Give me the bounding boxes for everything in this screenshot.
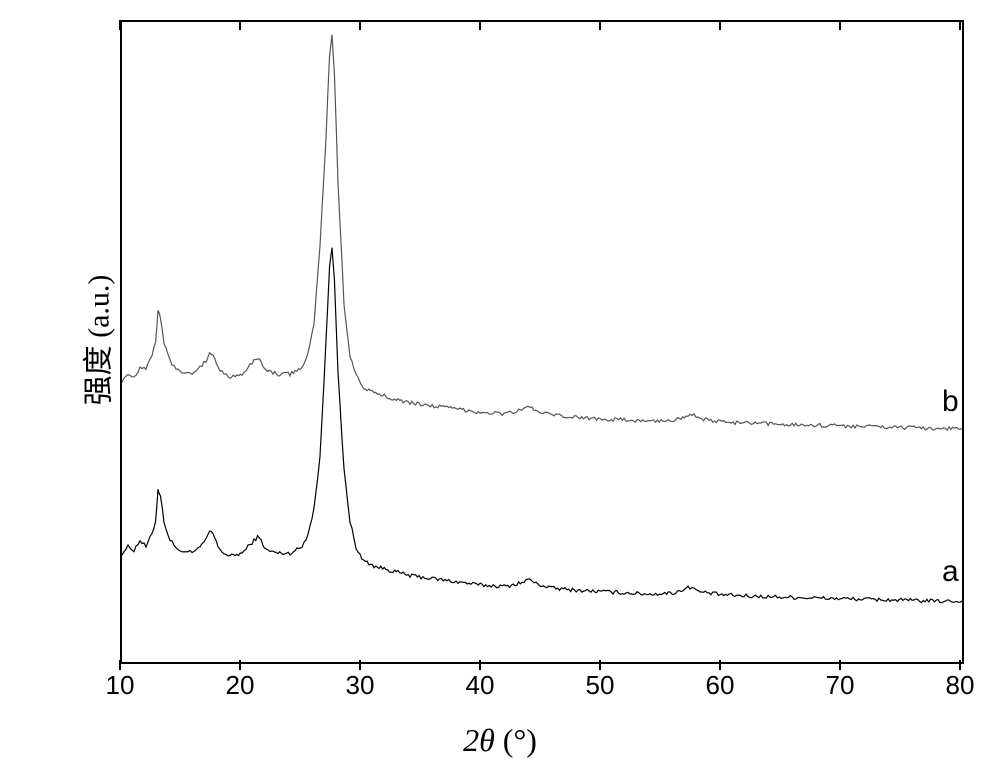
x-axis-label: 2θ (°) xyxy=(0,722,1000,759)
x-tick-label: 40 xyxy=(466,670,495,701)
x-tick-label: 20 xyxy=(226,670,255,701)
x-tick-mark xyxy=(719,660,721,670)
x-tick-mark xyxy=(479,660,481,670)
x-tick-label: 60 xyxy=(706,670,735,701)
series-label-a: a xyxy=(942,555,959,589)
x-tick-mark xyxy=(359,660,361,670)
x-tick-mark-top xyxy=(359,20,361,30)
plot-svg xyxy=(122,22,962,662)
x-tick-mark xyxy=(959,660,961,670)
x-tick-mark-top xyxy=(959,20,961,30)
x-tick-label: 50 xyxy=(586,670,615,701)
x-tick-mark-top xyxy=(119,20,121,30)
x-tick-mark-top xyxy=(599,20,601,30)
x-tick-mark xyxy=(599,660,601,670)
xrd-chart: 强度 (a.u.) 10 20 30 40 50 60 70 80 2θ (°) a b xyxy=(0,0,1000,777)
plot-area xyxy=(120,20,964,664)
x-tick-label: 80 xyxy=(946,670,975,701)
x-axis-unit: (°) xyxy=(503,722,537,758)
x-axis-symbol: 2θ xyxy=(463,722,495,758)
series-label-b: b xyxy=(942,385,959,419)
x-tick-mark-top xyxy=(239,20,241,30)
x-tick-mark xyxy=(239,660,241,670)
x-tick-label: 10 xyxy=(106,670,135,701)
x-tick-mark-top xyxy=(479,20,481,30)
y-axis-label: 强度 (a.u.) xyxy=(73,275,117,406)
x-tick-mark xyxy=(119,660,121,670)
x-tick-mark-top xyxy=(719,20,721,30)
x-tick-mark xyxy=(839,660,841,670)
series-b xyxy=(122,35,962,431)
x-tick-mark-top xyxy=(839,20,841,30)
x-tick-label: 30 xyxy=(346,670,375,701)
x-tick-label: 70 xyxy=(826,670,855,701)
